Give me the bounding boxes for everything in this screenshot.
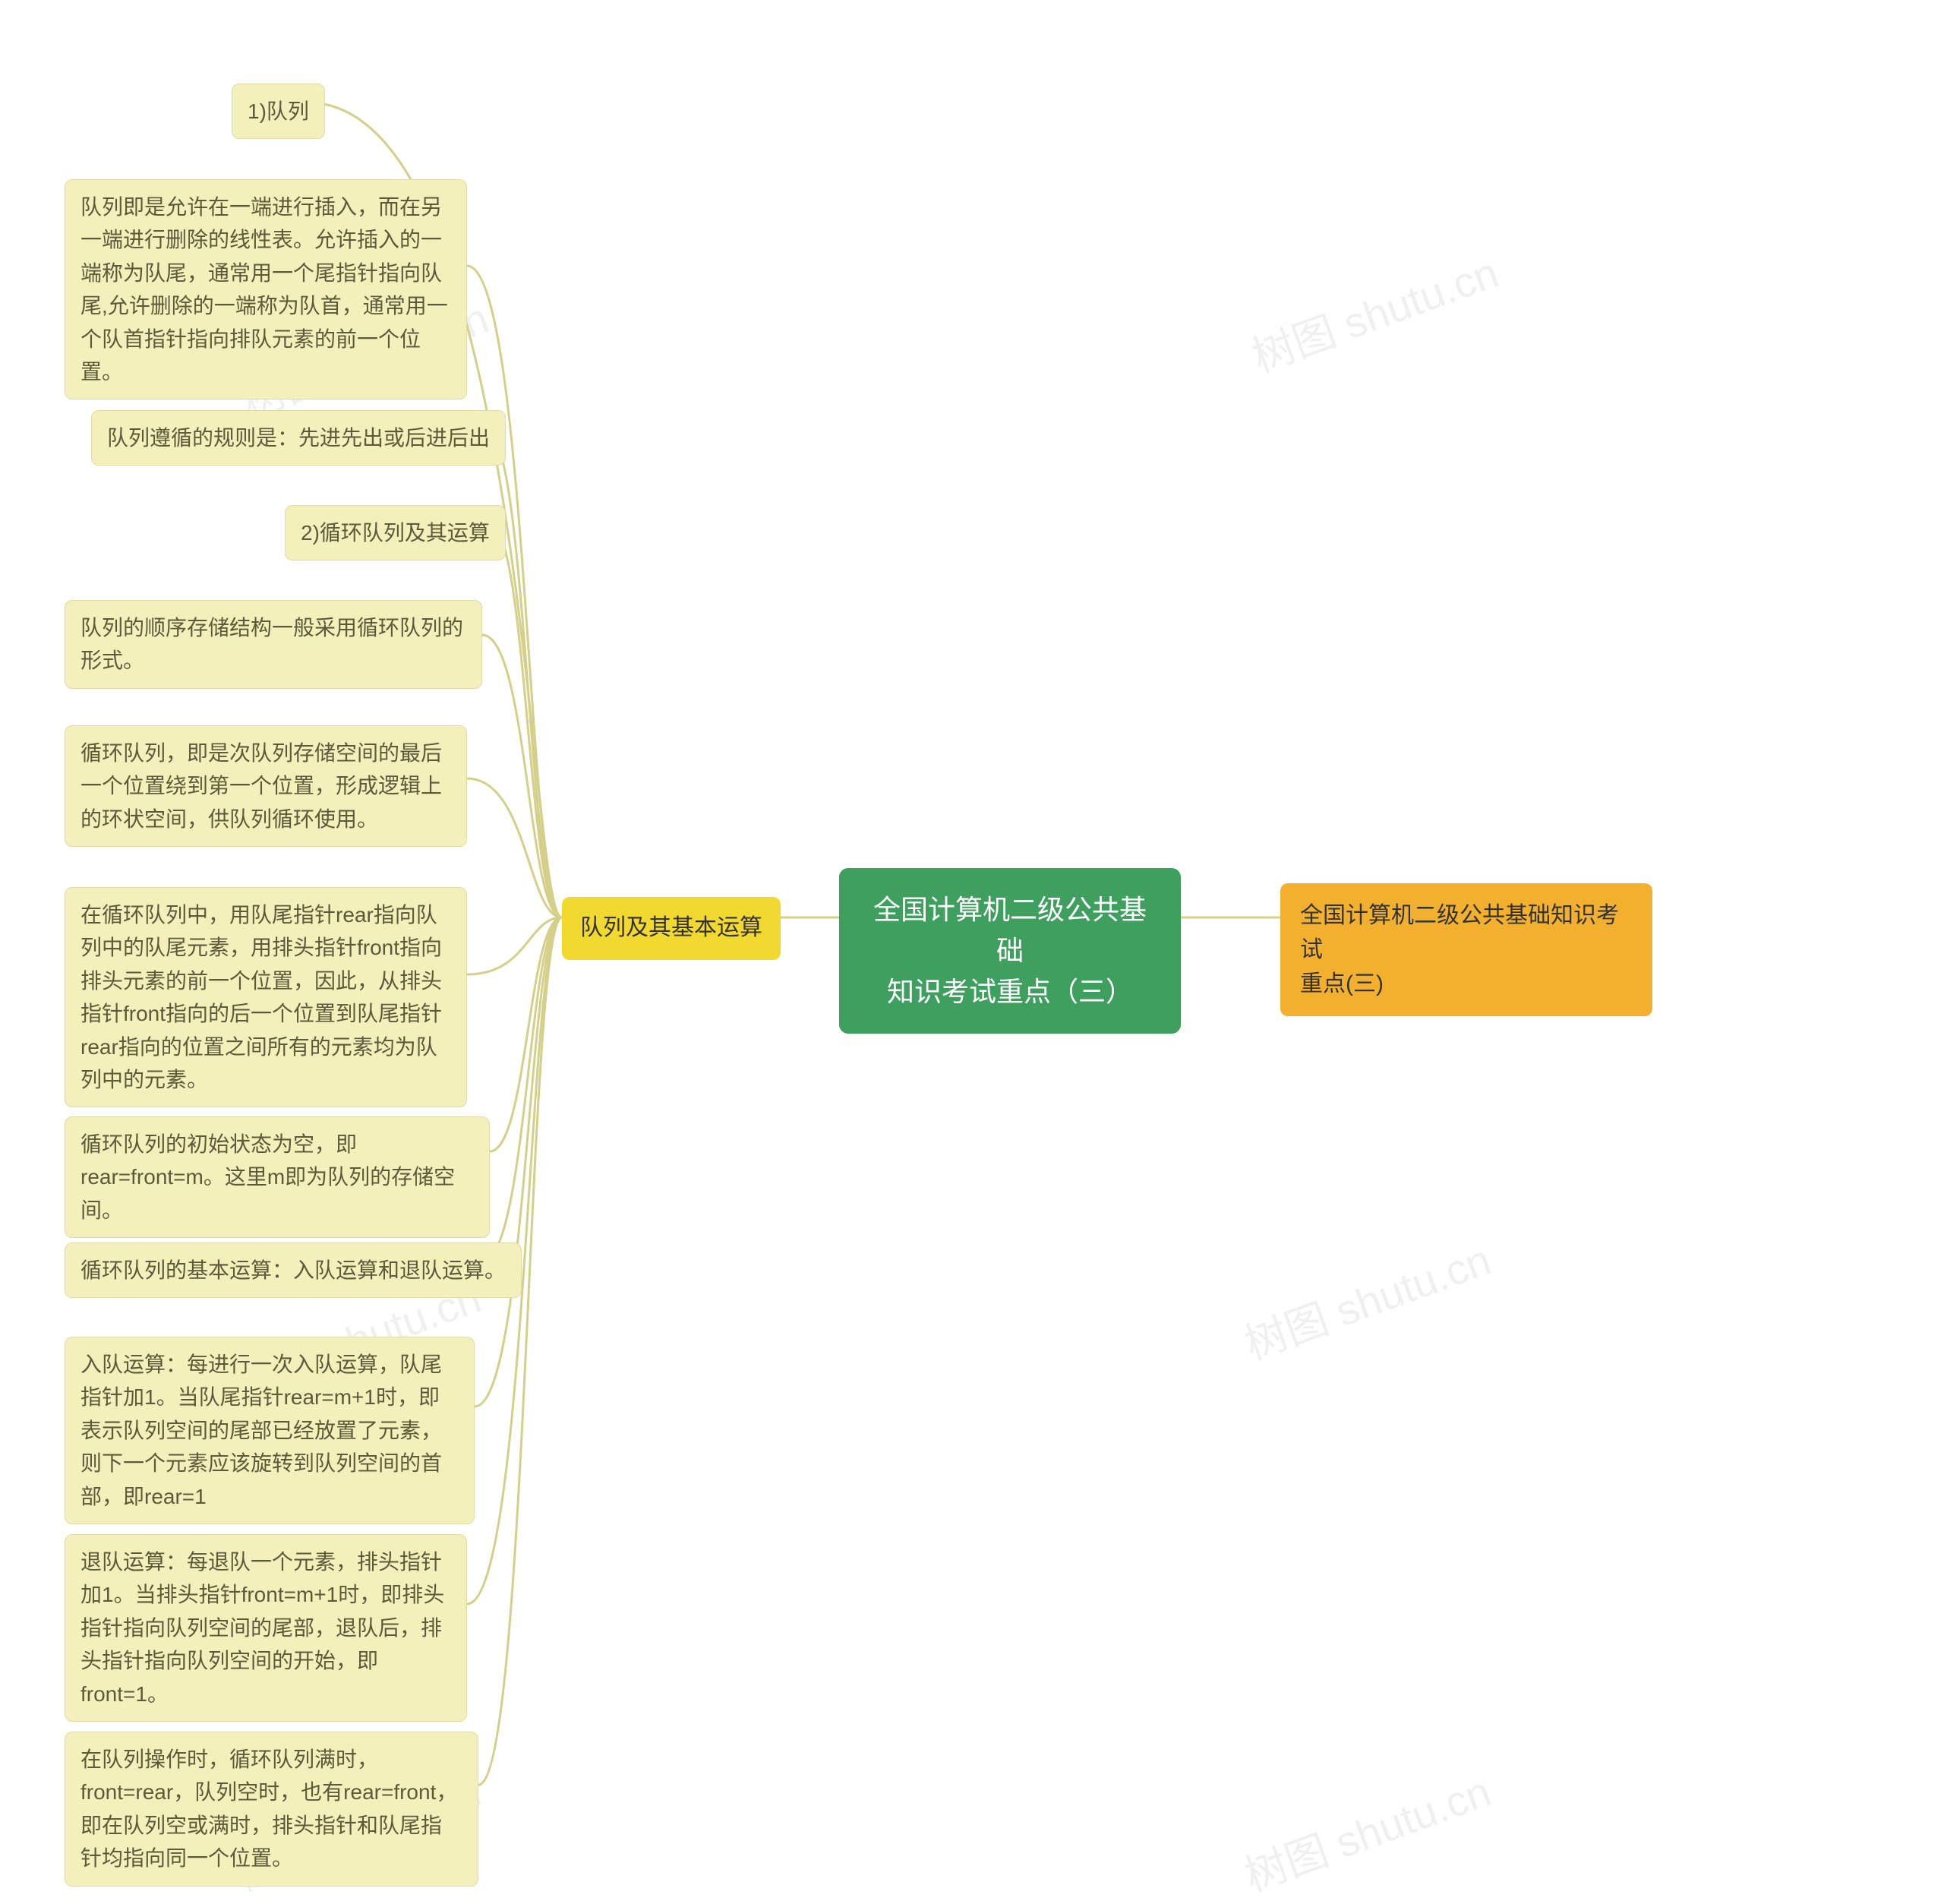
leaf-node[interactable]: 循环队列的基本运算：入队运算和退队运算。	[65, 1242, 522, 1298]
leaf-text: 队列即是允许在一端进行插入，而在另一端进行删除的线性表。允许插入的一端称为队尾，…	[80, 195, 448, 384]
leaf-node[interactable]: 1)队列	[232, 84, 325, 139]
leaf-text: 循环队列，即是次队列存储空间的最后一个位置绕到第一个位置，形成逻辑上的环状空间，…	[80, 741, 442, 831]
leaf-text: 队列的顺序存储结构一般采用循环队列的形式。	[80, 616, 463, 672]
leaf-text: 2)循环队列及其运算	[301, 521, 490, 545]
leaf-node[interactable]: 循环队列的初始状态为空，即rear=front=m。这里m即为队列的存储空间。	[65, 1116, 490, 1238]
leaf-text: 在队列操作时，循环队列满时，front=rear，队列空时，也有rear=fro…	[80, 1748, 457, 1870]
root-node[interactable]: 全国计算机二级公共基础知识考试重点（三）	[839, 868, 1181, 1034]
leaf-node[interactable]: 循环队列，即是次队列存储空间的最后一个位置绕到第一个位置，形成逻辑上的环状空间，…	[65, 725, 467, 847]
leaf-text: 队列遵循的规则是：先进先出或后进后出	[107, 426, 490, 450]
leaf-node[interactable]: 入队运算：每进行一次入队运算，队尾指针加1。当队尾指针rear=m+1时，即表示…	[65, 1337, 475, 1524]
leaf-text: 1)队列	[248, 99, 309, 123]
leaf-node[interactable]: 队列的顺序存储结构一般采用循环队列的形式。	[65, 600, 482, 689]
watermark: 树图 shutu.cn	[1242, 238, 1506, 384]
root-label: 全国计算机二级公共基础知识考试重点（三）	[873, 894, 1147, 1007]
right-branch[interactable]: 全国计算机二级公共基础知识考试重点(三)	[1280, 883, 1652, 1016]
leaf-text: 入队运算：每进行一次入队运算，队尾指针加1。当队尾指针rear=m+1时，即表示…	[80, 1353, 442, 1508]
leaf-node[interactable]: 在循环队列中，用队尾指针rear指向队列中的队尾元素，用排头指针front指向排…	[65, 887, 467, 1107]
leaf-node[interactable]: 队列遵循的规则是：先进先出或后进后出	[91, 410, 506, 466]
leaf-node[interactable]: 2)循环队列及其运算	[285, 505, 506, 560]
leaf-text: 退队运算：每退队一个元素，排头指针加1。当排头指针front=m+1时，即排头指…	[80, 1550, 444, 1706]
watermark: 树图 shutu.cn	[1235, 1757, 1498, 1903]
left-branch-label: 队列及其基本运算	[580, 915, 762, 940]
right-branch-label: 全国计算机二级公共基础知识考试重点(三)	[1300, 903, 1619, 996]
leaf-node[interactable]: 队列即是允许在一端进行插入，而在另一端进行删除的线性表。允许插入的一端称为队尾，…	[65, 179, 467, 399]
watermark: 树图 shutu.cn	[1235, 1226, 1498, 1372]
leaf-text: 循环队列的基本运算：入队运算和退队运算。	[80, 1258, 506, 1282]
leaf-text: 循环队列的初始状态为空，即rear=front=m。这里m即为队列的存储空间。	[80, 1132, 455, 1222]
leaf-node[interactable]: 退队运算：每退队一个元素，排头指针加1。当排头指针front=m+1时，即排头指…	[65, 1534, 467, 1722]
leaf-text: 在循环队列中，用队尾指针rear指向队列中的队尾元素，用排头指针front指向排…	[80, 903, 442, 1091]
leaf-node[interactable]: 在队列操作时，循环队列满时，front=rear，队列空时，也有rear=fro…	[65, 1732, 478, 1887]
left-branch[interactable]: 队列及其基本运算	[562, 897, 781, 960]
